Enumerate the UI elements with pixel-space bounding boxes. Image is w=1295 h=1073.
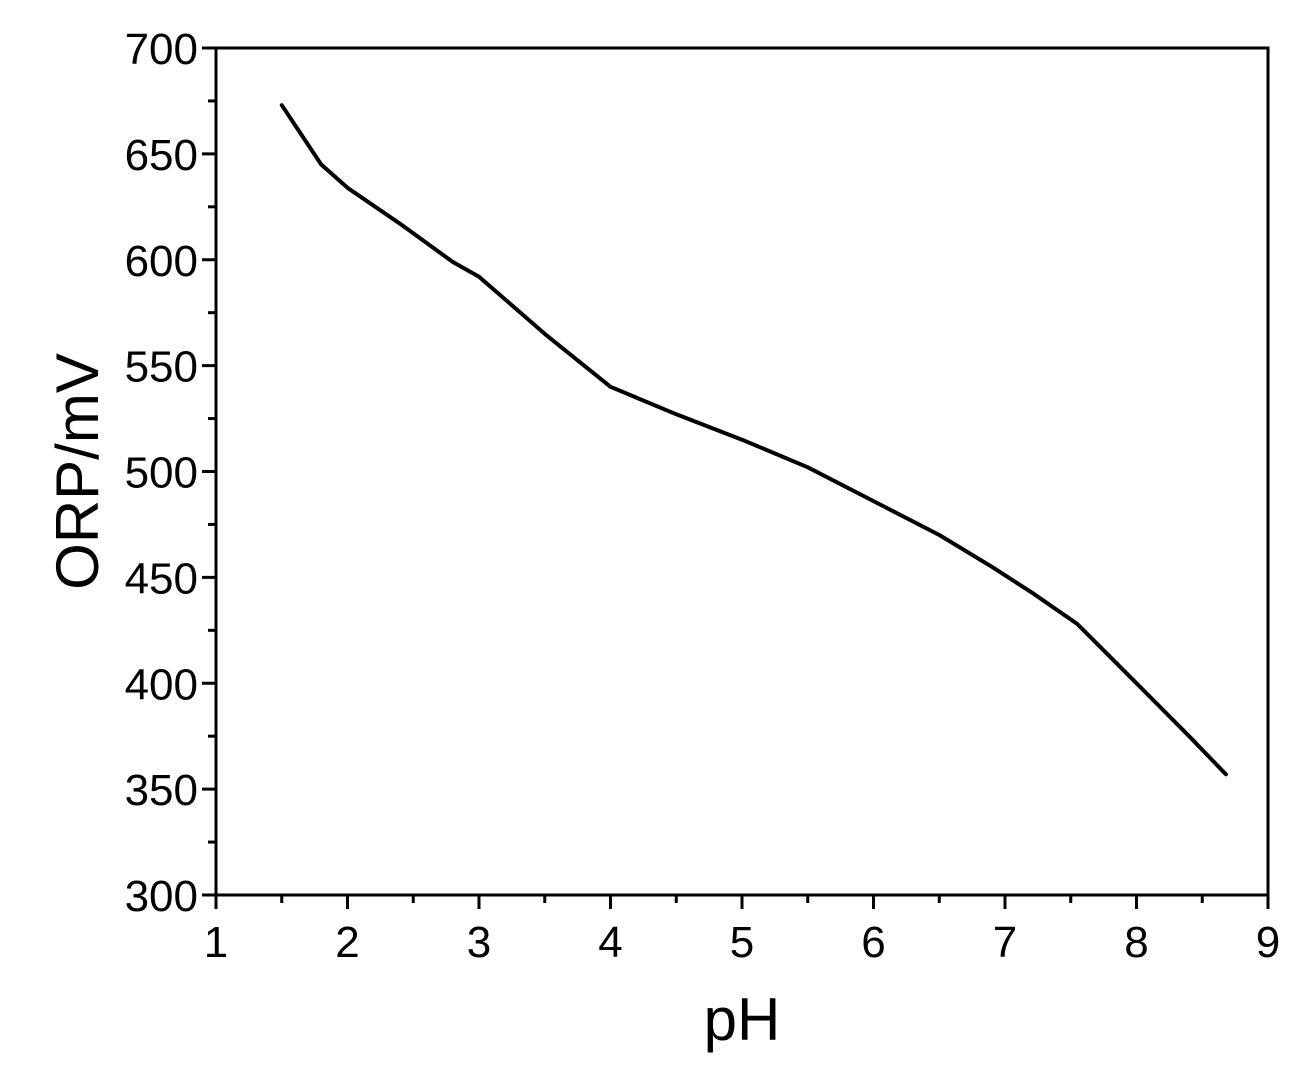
y-tick-label: 650 (125, 131, 198, 180)
x-tick-label: 9 (1256, 918, 1280, 967)
y-tick-label: 550 (125, 343, 198, 392)
x-axis-title: pH (704, 986, 781, 1053)
tick-labels: 1 2 3 4 5 6 7 8 9 300 350 400 450 500 550 600 650 700 (125, 25, 1281, 967)
x-tick-label: 8 (1124, 918, 1148, 967)
x-tick-label: 3 (467, 918, 491, 967)
y-tick-label: 300 (125, 872, 198, 921)
y-tick-label: 500 (125, 449, 198, 498)
y-tick-label: 700 (125, 25, 198, 74)
x-tick-label: 6 (861, 918, 885, 967)
y-tick-label: 600 (125, 237, 198, 286)
axis-ticks (202, 46, 1270, 909)
plot-area-frame (214, 46, 1270, 897)
x-tick-label: 2 (335, 918, 359, 967)
y-tick-label: 450 (125, 554, 198, 603)
x-tick-label: 5 (730, 918, 754, 967)
x-tick-label: 4 (598, 918, 622, 967)
x-tick-label: 1 (204, 918, 228, 967)
orp-series-line (279, 103, 1228, 777)
y-tick-label: 350 (125, 766, 198, 815)
y-axis-title: ORP/mV (44, 353, 111, 590)
x-tick-label: 7 (993, 918, 1017, 967)
y-tick-label: 400 (125, 660, 198, 709)
